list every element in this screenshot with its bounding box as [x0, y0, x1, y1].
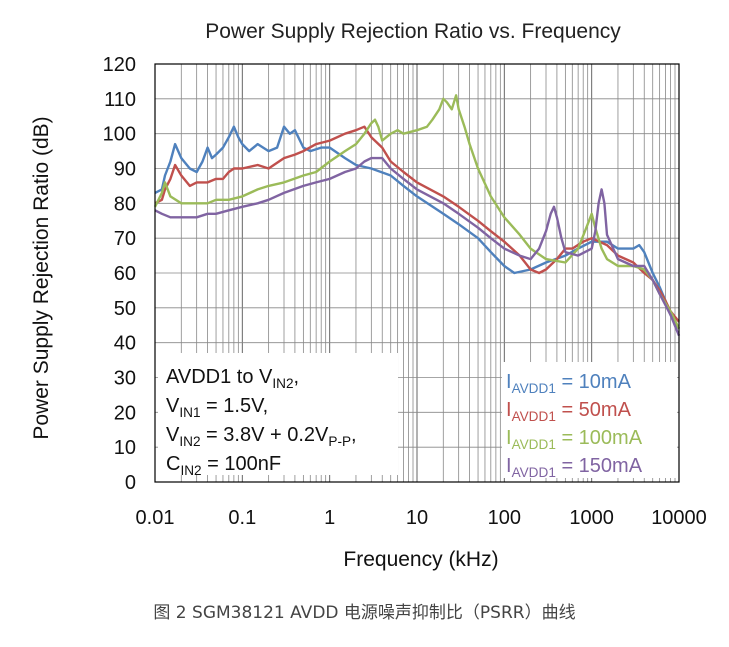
series-line-1 [154, 125, 681, 330]
y-axis-label: Power Supply Rejection Ratio (dB) [30, 116, 53, 439]
condition-line: VIN1 = 1.5V, [166, 395, 268, 420]
x-tick-label: 0.1 [228, 507, 256, 529]
y-tick-label: 80 [114, 193, 136, 215]
figure-caption: 图 2 SGM38121 AVDD 电源噪声抑制比（PSRR）曲线 [153, 603, 576, 623]
y-tick-label: 30 [114, 368, 136, 390]
series-lines [153, 94, 681, 337]
series-line-3 [153, 94, 681, 330]
y-tick-label: 70 [114, 228, 136, 250]
x-tick-label: 1000 [569, 507, 614, 529]
legend-box [502, 362, 677, 478]
y-tick-label: 120 [103, 54, 136, 76]
y-tick-label: 10 [114, 437, 136, 459]
y-tick-label: 0 [125, 472, 136, 494]
x-tick-label: 1 [324, 507, 335, 529]
y-axis-ticks: 0 10 20 30 40 50 60 70 80 90 100 110 120 [103, 54, 136, 494]
x-axis-label: Frequency (kHz) [343, 548, 498, 571]
psrr-chart: Power Supply Rejection Ratio vs. Frequen… [30, 20, 707, 571]
x-axis-ticks: 0.01 0.1 1 10 100 1000 10000 [136, 507, 707, 529]
y-tick-label: 100 [103, 124, 136, 146]
conditions-box [158, 353, 398, 475]
condition-line: CIN2 = 100nF [166, 453, 281, 478]
x-tick-label: 100 [488, 507, 521, 529]
x-tick-label: 0.01 [136, 507, 175, 529]
chart-title: Power Supply Rejection Ratio vs. Frequen… [205, 20, 621, 43]
x-tick-label: 10 [406, 507, 428, 529]
legend: IAVDD1 = 10mA IAVDD1 = 50mA IAVDD1 = 100mA… [506, 371, 643, 480]
legend-entry-3: IAVDD1 = 100mA [506, 427, 643, 452]
x-tick-label: 10000 [651, 507, 707, 529]
y-tick-label: 50 [114, 298, 136, 320]
test-conditions: AVDD1 to VIN2, VIN1 = 1.5V, VIN2 = 3.8V + … [166, 366, 357, 478]
y-tick-label: 60 [114, 263, 136, 285]
legend-entry-2: IAVDD1 = 50mA [506, 399, 632, 424]
legend-entry-4: IAVDD1 = 150mA [506, 455, 643, 480]
y-tick-label: 110 [104, 89, 136, 111]
condition-line: VIN2 = 3.8V + 0.2VP-P, [166, 424, 357, 449]
plot-frame [154, 63, 680, 483]
legend-entry-1: IAVDD1 = 10mA [506, 371, 632, 396]
y-tick-label: 20 [114, 402, 136, 424]
condition-line: AVDD1 to VIN2, [166, 366, 299, 391]
y-tick-label: 40 [114, 333, 136, 355]
y-tick-label: 90 [114, 159, 136, 181]
series-line-4 [154, 156, 681, 337]
